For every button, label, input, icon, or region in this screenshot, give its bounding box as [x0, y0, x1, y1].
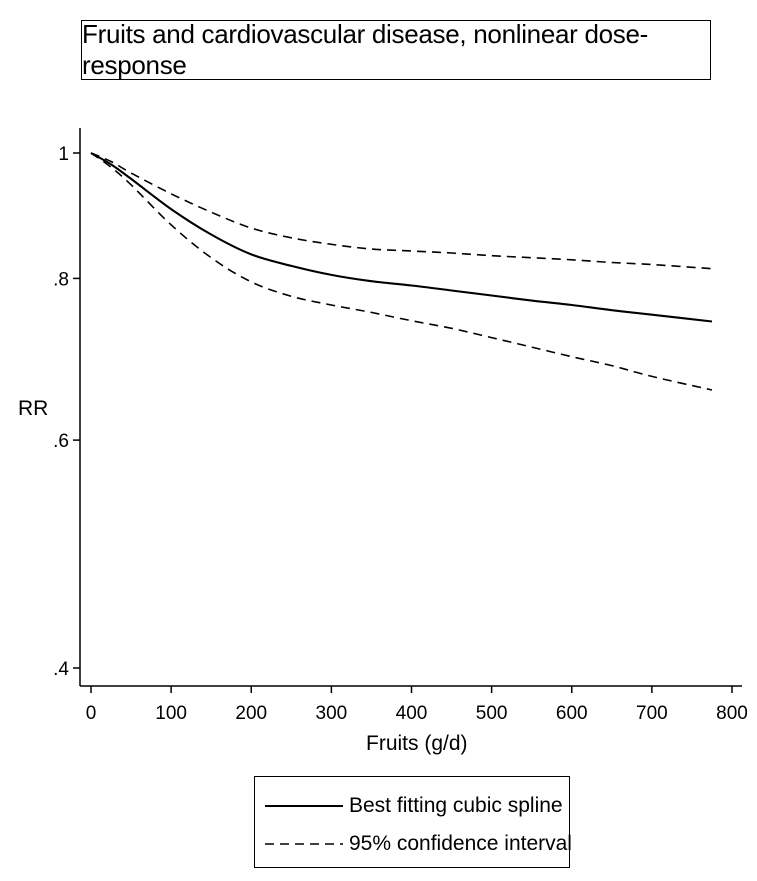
y-axis-label: RR	[18, 397, 49, 420]
legend-swatch-dashed	[265, 843, 343, 845]
chart-title: Fruits and cardiovascular disease, nonli…	[81, 19, 711, 80]
y-tick-label: .6	[53, 431, 69, 452]
series-group	[90, 152, 713, 391]
series-ci-upper	[90, 152, 713, 270]
x-tick-label: 700	[636, 703, 668, 724]
legend: Best fitting cubic spline 95% confidence…	[254, 776, 572, 868]
x-tick-label: 100	[155, 703, 187, 724]
legend-label-ci: 95% confidence interval	[349, 832, 572, 855]
legend-swatch-solid	[265, 805, 343, 807]
x-tick-label: 300	[316, 703, 348, 724]
y-tick-label: 1	[58, 144, 69, 165]
x-tick-label: 600	[556, 703, 588, 724]
legend-item-ci: 95% confidence interval	[255, 829, 572, 859]
y-tick-label: .4	[53, 659, 69, 680]
x-tick-label: 500	[476, 703, 508, 724]
y-tick-label: .8	[53, 269, 69, 290]
series-ci-lower	[90, 152, 713, 391]
x-tick-label: 400	[396, 703, 428, 724]
series-spline	[90, 152, 713, 323]
legend-label-spline: Best fitting cubic spline	[349, 794, 563, 817]
x-tick-label: 0	[86, 703, 97, 724]
legend-item-spline: Best fitting cubic spline	[255, 791, 569, 821]
x-tick-label: 800	[716, 703, 748, 724]
x-tick-label: 200	[235, 703, 267, 724]
x-axis-label: Fruits (g/d)	[366, 732, 468, 755]
axes: .4 .6 .8 1 0 100 200 300 400 500 600 700 800	[53, 128, 748, 724]
